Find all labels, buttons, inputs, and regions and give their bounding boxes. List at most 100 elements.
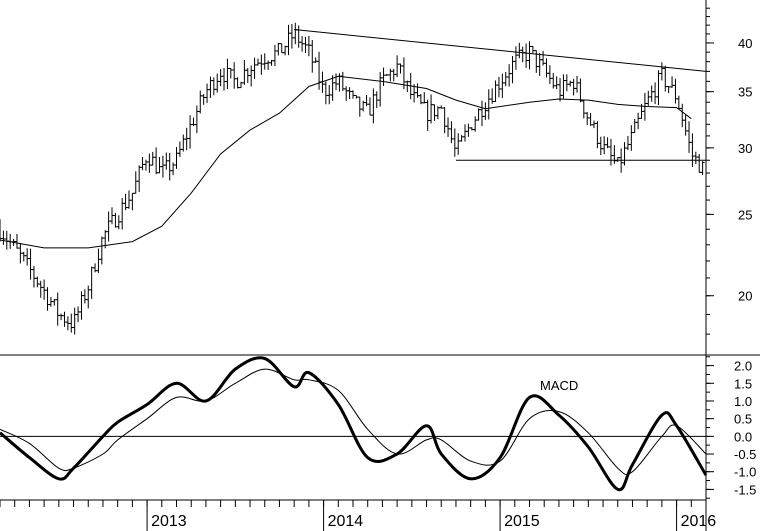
ohlc-bar (306, 35, 311, 57)
ohlc-bar (687, 121, 692, 153)
ohlc-bar (130, 192, 135, 211)
ohlc-bar (558, 78, 563, 102)
ohlc-bar (96, 248, 101, 274)
ohlc-bar (547, 65, 552, 85)
ohlc-bar (429, 94, 434, 124)
ohlc-bar (625, 136, 630, 151)
ohlc-bar (673, 78, 678, 104)
ohlc-bar (588, 112, 593, 126)
ohlc-bar (232, 62, 237, 89)
ohlc-bar (184, 127, 189, 151)
ohlc-bar (86, 285, 91, 309)
ohlc-bar (622, 142, 627, 166)
ohlc-bar (636, 112, 641, 130)
ohlc-bar (143, 159, 148, 171)
ohlc-bar (208, 76, 213, 98)
ohlc-bar (473, 116, 478, 132)
ohlc-bar (255, 58, 260, 66)
ohlc-bar (198, 90, 203, 114)
ohlc-bar (405, 80, 410, 93)
ohlc-bar (160, 155, 165, 178)
macd-tick-label: 2.0 (734, 359, 752, 374)
ohlc-bar (76, 306, 81, 323)
ohlc-bar (1, 230, 6, 245)
ohlc-bar (571, 78, 576, 96)
macd-tick-label: -0.5 (734, 447, 756, 462)
ohlc-bar (690, 133, 695, 168)
ohlc-bar (259, 54, 264, 75)
ohlc-bar (14, 233, 19, 249)
ohlc-bar (313, 57, 318, 63)
ohlc-bar (466, 123, 471, 137)
ohlc-bar (371, 88, 376, 124)
ohlc-bar (632, 119, 637, 134)
ohlc-bar (527, 41, 532, 70)
signal-line (0, 368, 707, 476)
ohlc-bar (201, 94, 206, 105)
ohlc-bar (4, 230, 9, 250)
ohlc-bar (154, 147, 159, 175)
ohlc-bar (113, 212, 118, 228)
ohlc-bar (463, 124, 468, 142)
price-tick-label: 40 (738, 36, 752, 51)
ohlc-bar (459, 134, 464, 142)
ohlc-bar (266, 60, 271, 70)
trendline (294, 29, 707, 72)
ohlc-bar (55, 292, 60, 326)
ohlc-bar (344, 86, 349, 101)
ohlc-bar (452, 128, 457, 157)
ohlc-bar (520, 46, 525, 63)
ohlc-bar (575, 75, 580, 93)
ohlc-bar (150, 151, 155, 166)
ohlc-bar (147, 153, 152, 173)
ohlc-bar (496, 76, 501, 98)
ohlc-bar (425, 99, 430, 131)
ohlc-bar (347, 87, 352, 100)
macd-tick-label: 1.0 (734, 394, 752, 409)
ohlc-bar (700, 161, 705, 176)
ohlc-bar (351, 90, 355, 99)
price-tick-label: 25 (738, 207, 752, 222)
ohlc-bar (486, 89, 491, 120)
ohlc-bar (608, 138, 613, 166)
ohlc-bar (215, 73, 220, 93)
ohlc-bar (367, 97, 372, 116)
ohlc-bar (507, 64, 512, 87)
ohlc-bar (456, 133, 461, 155)
ohlc-bar (137, 165, 142, 192)
ohlc-bar (106, 211, 111, 242)
ohlc-bar (378, 71, 383, 107)
ohlc-bar (82, 289, 87, 304)
year-label: 2015 (504, 513, 540, 530)
ohlc-bar (561, 74, 566, 99)
ohlc-bar (35, 276, 40, 288)
ohlc-bar (89, 266, 94, 299)
ohlc-bar (133, 171, 138, 194)
ohlc-bar (524, 43, 529, 68)
ohlc-bar (500, 73, 505, 98)
ohlc-bar (568, 80, 573, 87)
price-panel: 20 25 30 35 40 (0, 7, 752, 335)
price-tick-label: 20 (738, 289, 752, 304)
ohlc-bar (564, 74, 569, 92)
ohlc-bar (530, 45, 535, 54)
ohlc-bar (340, 71, 345, 91)
ohlc-bar (28, 248, 33, 280)
ohlc-bar (218, 69, 223, 87)
ohlc-bar (422, 92, 427, 104)
macd-line (0, 356, 708, 492)
ohlc-bar (357, 96, 362, 117)
ohlc-bar (629, 125, 634, 151)
ohlc-bar (663, 65, 668, 92)
ohlc-bar (656, 70, 661, 106)
ohlc-bar (591, 120, 596, 129)
ohlc-bar (395, 55, 400, 78)
time-axis: 2013 2014 2015 2016 (0, 500, 716, 531)
year-label: 2014 (328, 513, 364, 530)
ohlc-bar (659, 62, 664, 81)
ohlc-bar (99, 236, 104, 265)
ohlc-bar (252, 57, 257, 80)
ohlc-bar (59, 313, 64, 321)
ohlc-bar (279, 43, 284, 54)
